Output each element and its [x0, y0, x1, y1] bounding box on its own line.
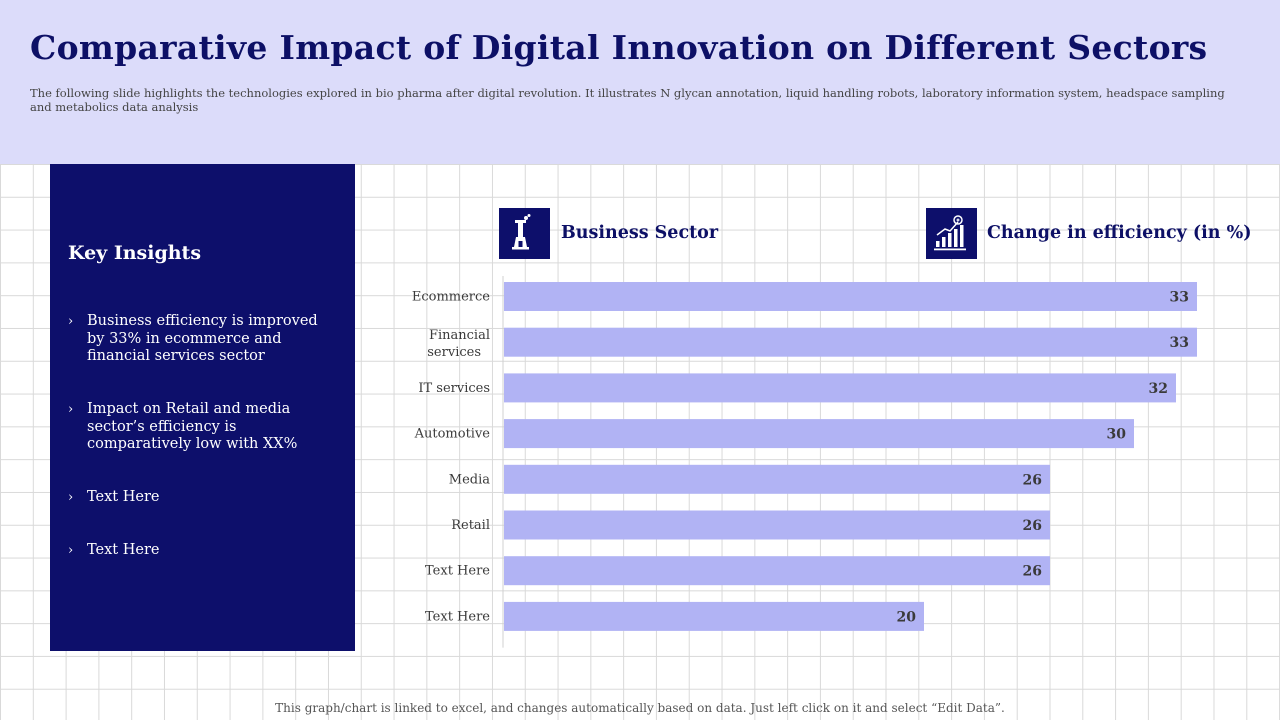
- insight-item: › Text Here: [68, 542, 330, 560]
- efficiency-heading: Change in efficiency (in %): [987, 223, 1252, 243]
- key-insights-panel: Key Insights › Business efficiency is im…: [50, 164, 355, 651]
- chevron-right-icon: ›: [68, 543, 74, 558]
- bar: [504, 282, 1197, 311]
- bar: [504, 464, 1050, 494]
- bar-value-label: 33: [1170, 290, 1189, 306]
- bar: [504, 601, 924, 631]
- efficiency-bar-chart: 33 Ecommerce 33 Financial services 32 IT servi…: [412, 276, 1197, 648]
- factory-icon: [499, 208, 550, 259]
- category-label: Retail: [451, 518, 490, 533]
- insight-text: Text Here: [87, 489, 160, 505]
- bar-value-label: 26: [1023, 472, 1042, 488]
- category-label: Automotive: [414, 427, 491, 442]
- page-title: Comparative Impact of Digital Innovation…: [30, 28, 1208, 67]
- bar-value-label: 33: [1170, 335, 1189, 351]
- growth-chart-icon: [926, 208, 977, 259]
- category-label: Text Here: [425, 609, 490, 624]
- bar-value-label: 20: [897, 609, 917, 625]
- category-label: Ecommerce: [412, 290, 490, 305]
- bar-value-label: 30: [1107, 427, 1127, 443]
- bar: [504, 556, 1050, 586]
- category-label: Media: [449, 472, 490, 487]
- insight-item: › Business efficiency is improved by 33%…: [68, 313, 330, 366]
- bar-value-label: 26: [1023, 564, 1042, 580]
- insight-item: › Impact on Retail and media sector’s ef…: [68, 401, 330, 454]
- key-insights-heading: Key Insights: [68, 242, 202, 264]
- category-label: IT services: [418, 381, 490, 396]
- bar: [504, 419, 1134, 449]
- category-label: Financial services: [427, 328, 490, 360]
- chevron-right-icon: ›: [68, 490, 74, 505]
- bar-value-label: 26: [1023, 518, 1042, 534]
- chevron-right-icon: ›: [68, 402, 74, 417]
- footer-note: This graph/chart is linked to excel, and…: [275, 701, 1005, 715]
- bar: [504, 373, 1176, 403]
- insight-text: Impact on Retail and media sector’s effi…: [87, 401, 298, 452]
- bar-value-label: 32: [1149, 381, 1168, 397]
- header-banner: Comparative Impact of Digital Innovation…: [0, 0, 1280, 164]
- category-label: Text Here: [425, 564, 490, 579]
- bar: [504, 327, 1197, 357]
- insight-text: Text Here: [87, 542, 160, 558]
- insight-text: Business efficiency is improved by 33% i…: [87, 313, 318, 364]
- chevron-right-icon: ›: [68, 314, 74, 329]
- page-subtitle: The following slide highlights the techn…: [30, 86, 1225, 114]
- insight-item: › Text Here: [68, 489, 330, 507]
- bar: [504, 510, 1050, 540]
- business-sector-heading: Business Sector: [561, 223, 719, 243]
